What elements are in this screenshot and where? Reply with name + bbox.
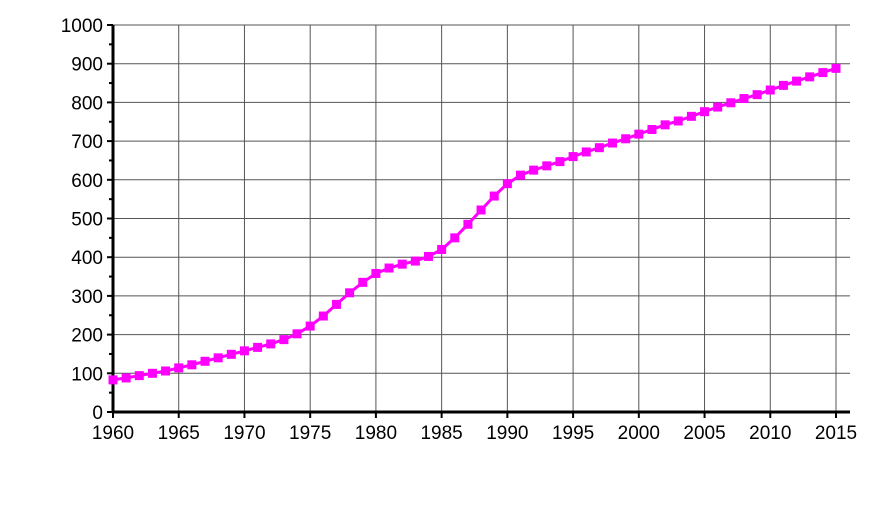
x-tick-label: 1980 — [355, 423, 397, 444]
data-point-1980 — [371, 268, 381, 278]
data-point-1978 — [345, 288, 355, 298]
data-point-1981 — [384, 263, 394, 273]
data-point-1999 — [621, 134, 631, 144]
data-point-1970 — [239, 346, 249, 356]
data-point-2014 — [818, 68, 828, 78]
data-point-2004 — [686, 111, 696, 121]
data-point-1989 — [489, 191, 499, 201]
data-point-1960 — [108, 375, 118, 385]
data-point-1994 — [555, 157, 565, 167]
data-point-2005 — [700, 107, 710, 117]
data-point-1966 — [187, 360, 197, 370]
x-tick-label: 1965 — [158, 423, 200, 444]
data-point-1979 — [358, 277, 368, 287]
y-tick-label: 500 — [71, 210, 103, 231]
data-point-1987 — [463, 219, 473, 229]
y-tick-label: 400 — [71, 248, 103, 269]
data-point-1962 — [134, 371, 144, 381]
y-tick-label: 800 — [71, 93, 103, 114]
data-point-2001 — [647, 124, 657, 134]
data-point-1977 — [331, 299, 341, 309]
x-tick-label: 2000 — [618, 423, 660, 444]
x-tick-label: 1960 — [92, 423, 134, 444]
data-point-1996 — [581, 147, 591, 157]
data-point-2011 — [778, 80, 788, 90]
data-point-2008 — [739, 94, 749, 104]
x-tick-label: 2005 — [683, 423, 725, 444]
x-tick-labels: 1960 1965 1970 1975 1980 1985 1990 1995 2000 2005… — [92, 423, 857, 444]
data-point-1997 — [594, 143, 604, 153]
x-tick-label: 1975 — [289, 423, 331, 444]
y-tick-label: 600 — [71, 171, 103, 192]
data-point-1969 — [226, 349, 236, 359]
tick-marks — [107, 24, 837, 418]
data-point-2007 — [726, 98, 736, 108]
series-line — [112, 66, 837, 382]
data-point-2000 — [634, 129, 644, 139]
x-tick-label: 2015 — [815, 423, 857, 444]
data-point-2002 — [660, 120, 670, 130]
data-point-1964 — [161, 366, 171, 376]
data-point-2006 — [713, 102, 723, 112]
y-tick-label: 900 — [71, 55, 103, 76]
data-point-1965 — [174, 363, 184, 373]
data-point-1973 — [279, 335, 289, 345]
data-point-1967 — [200, 356, 210, 366]
data-point-1982 — [397, 259, 407, 269]
data-point-1998 — [608, 138, 618, 148]
data-point-2009 — [752, 90, 762, 100]
data-point-1983 — [410, 256, 420, 266]
data-point-1976 — [318, 311, 328, 321]
data-point-1968 — [213, 353, 223, 363]
x-tick-label: 1970 — [223, 423, 265, 444]
x-tick-label: 1995 — [552, 423, 594, 444]
y-tick-label: 100 — [71, 364, 103, 385]
y-tick-label: 300 — [71, 287, 103, 308]
y-tick-labels: 0 100 200 300 400 500 600 700 800 900 1000 — [61, 16, 103, 424]
data-point-2015 — [831, 63, 841, 73]
data-point-1990 — [502, 179, 512, 189]
data-point-1974 — [292, 329, 302, 339]
data-point-1995 — [568, 152, 578, 162]
x-tick-label: 2010 — [749, 423, 791, 444]
data-point-1975 — [305, 321, 315, 331]
data-series — [108, 63, 841, 385]
data-point-1986 — [450, 233, 460, 243]
data-point-1963 — [147, 368, 157, 378]
grid-lines — [113, 24, 850, 412]
data-point-2003 — [673, 116, 683, 126]
x-tick-label: 1985 — [420, 423, 462, 444]
data-point-1961 — [121, 373, 131, 383]
data-point-1993 — [542, 161, 552, 171]
data-point-1991 — [516, 170, 526, 180]
data-point-1992 — [529, 165, 539, 175]
data-point-1971 — [253, 342, 263, 352]
data-point-1985 — [437, 244, 447, 254]
data-point-1988 — [476, 205, 486, 215]
y-tick-label: 1000 — [61, 16, 103, 37]
y-tick-label: 200 — [71, 326, 103, 347]
data-point-2013 — [805, 72, 815, 82]
data-point-2012 — [792, 76, 802, 86]
data-point-2010 — [765, 85, 775, 95]
data-point-1984 — [423, 251, 433, 261]
y-tick-label: 0 — [92, 403, 103, 424]
y-tick-label: 700 — [71, 132, 103, 153]
data-point-1972 — [266, 339, 276, 349]
x-tick-label: 1990 — [486, 423, 528, 444]
